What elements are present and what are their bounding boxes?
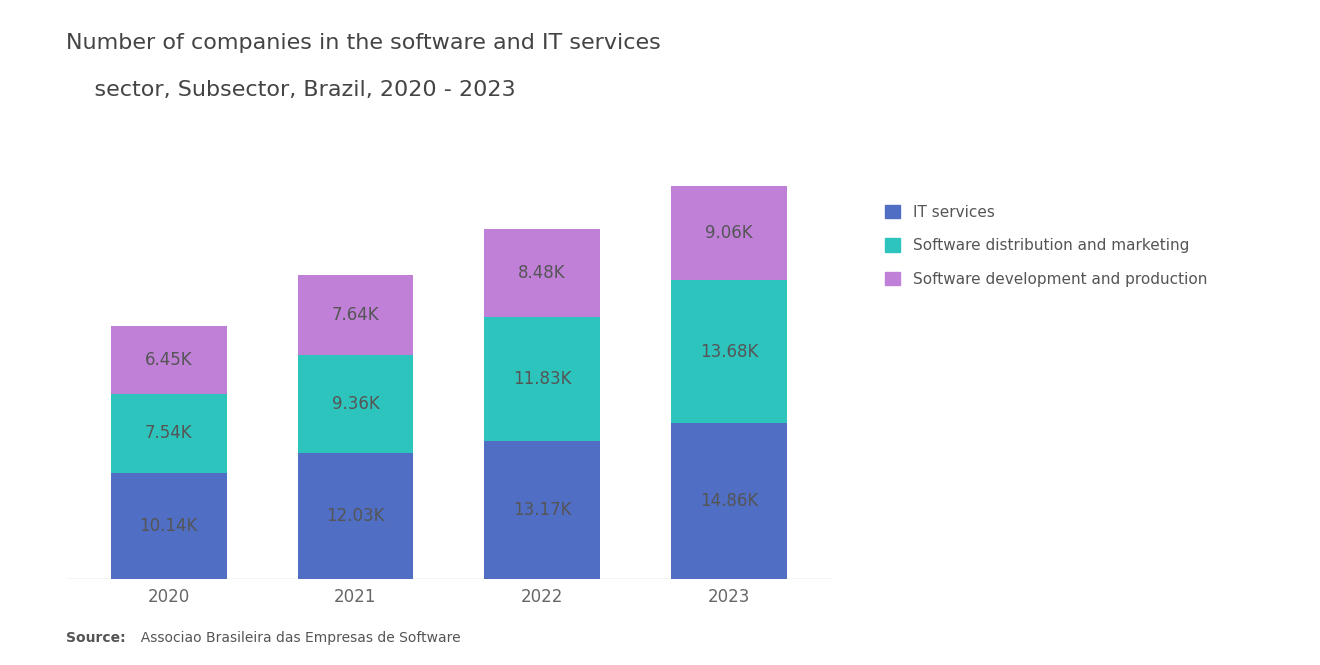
Text: Number of companies in the software and IT services: Number of companies in the software and … [66,33,661,53]
Bar [484,441,601,579]
Text: 13.17K: 13.17K [513,501,572,519]
Text: 12.03K: 12.03K [326,507,384,525]
Text: 8.48K: 8.48K [519,264,566,282]
Bar [111,327,227,394]
Bar [297,453,413,579]
Text: 10.14K: 10.14K [140,517,198,535]
Bar [111,473,227,579]
Text: 11.83K: 11.83K [513,370,572,388]
Text: 9.06K: 9.06K [705,224,752,242]
Bar [111,394,227,473]
Text: 7.54K: 7.54K [145,424,193,442]
Text: 6.45K: 6.45K [145,351,193,369]
Text: 14.86K: 14.86K [700,492,758,510]
Text: 9.36K: 9.36K [331,395,379,413]
Legend: IT services, Software distribution and marketing, Software development and produ: IT services, Software distribution and m… [878,197,1214,295]
Text: Associao Brasileira das Empresas de Software: Associao Brasileira das Empresas de Soft… [132,631,461,645]
Bar [671,280,787,423]
Bar [671,423,787,579]
Bar [484,229,601,317]
Bar [297,275,413,355]
Bar [297,355,413,453]
Bar [671,186,787,280]
Text: Source:: Source: [66,631,125,645]
Text: 13.68K: 13.68K [700,342,758,361]
Text: 7.64K: 7.64K [331,306,379,324]
Bar [484,317,601,441]
Text: sector, Subsector, Brazil, 2020 - 2023: sector, Subsector, Brazil, 2020 - 2023 [66,80,516,100]
